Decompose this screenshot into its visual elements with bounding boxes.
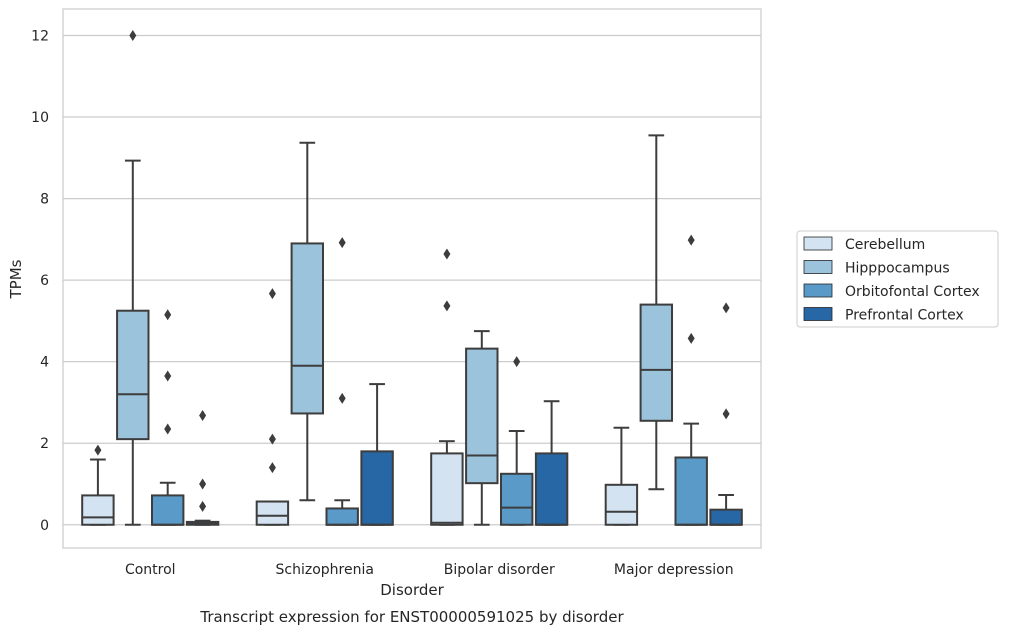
outlier-point bbox=[443, 300, 451, 312]
outlier-point bbox=[164, 423, 172, 435]
legend-frame bbox=[796, 230, 999, 328]
box bbox=[360, 450, 394, 526]
outlier-point bbox=[338, 237, 346, 249]
outlier-point bbox=[513, 356, 521, 368]
outlier-point bbox=[199, 409, 207, 421]
box-group bbox=[360, 383, 394, 526]
outlier-point bbox=[199, 500, 207, 512]
box bbox=[639, 303, 674, 422]
legend-item: Hipppocampus bbox=[803, 260, 950, 277]
x-tick-label: Major depression bbox=[614, 562, 734, 578]
box bbox=[290, 242, 325, 415]
outlier-point bbox=[687, 332, 695, 344]
box bbox=[465, 347, 499, 485]
box-group bbox=[499, 356, 534, 526]
y-tick-label: 12 bbox=[31, 29, 49, 45]
legend: Cerebellum Hipppocampus Orbitofontal Corte… bbox=[796, 230, 999, 328]
legend-swatch bbox=[803, 283, 833, 298]
legend-item: Prefrontal Cortex bbox=[803, 307, 964, 324]
box-group bbox=[185, 409, 220, 526]
outlier-point bbox=[129, 30, 137, 42]
legend-label: Cerebellum bbox=[845, 237, 925, 253]
box bbox=[430, 452, 464, 526]
x-axis-label: Disorder bbox=[380, 581, 444, 599]
y-tick-label: 6 bbox=[40, 273, 49, 289]
box bbox=[255, 500, 290, 526]
box bbox=[534, 452, 569, 526]
outlier-point bbox=[687, 234, 695, 246]
outlier-point bbox=[268, 462, 276, 474]
legend-item: Cerebellum bbox=[803, 236, 925, 253]
box bbox=[709, 508, 743, 526]
legend-item: Orbitofontal Cortex bbox=[803, 283, 980, 300]
outlier-point bbox=[268, 433, 276, 445]
outlier-point bbox=[722, 302, 730, 314]
box bbox=[325, 507, 359, 526]
box-group bbox=[325, 237, 359, 526]
box-group bbox=[604, 426, 639, 526]
x-tick-label: Schizophrenia bbox=[276, 562, 374, 578]
y-tick-label: 2 bbox=[40, 436, 49, 452]
box bbox=[499, 472, 534, 526]
box bbox=[604, 483, 639, 526]
box-group bbox=[116, 30, 150, 526]
legend-swatch bbox=[803, 307, 833, 321]
box-group bbox=[465, 330, 499, 526]
y-tick-label: 0 bbox=[40, 518, 49, 534]
legend-label: Prefrontal Cortex bbox=[845, 308, 964, 324]
legend-swatch bbox=[803, 236, 833, 251]
legend-label: Orbitofontal Cortex bbox=[845, 284, 980, 300]
box bbox=[81, 494, 115, 526]
legend-swatch bbox=[803, 260, 833, 274]
plot-area bbox=[63, 9, 761, 548]
chart-caption: Transcript expression for ENST0000059102… bbox=[199, 608, 624, 626]
box-group bbox=[674, 234, 708, 526]
legend-label: Hipppocampus bbox=[845, 261, 950, 277]
outlier-point bbox=[164, 309, 172, 321]
y-tick-labels: 0 2 4 6 8 10 12 bbox=[31, 29, 49, 534]
y-tick-label: 4 bbox=[40, 355, 49, 371]
box-group bbox=[430, 248, 464, 526]
x-tick-label: Bipolar disorder bbox=[444, 562, 555, 578]
outlier-point bbox=[94, 444, 102, 456]
x-tick-label: Control bbox=[125, 562, 176, 578]
plot-frame bbox=[62, 8, 762, 549]
box-group bbox=[534, 400, 569, 526]
y-tick-label: 8 bbox=[40, 192, 49, 208]
y-axis-label: TPMs bbox=[7, 259, 25, 299]
y-tick-label: 10 bbox=[31, 110, 49, 126]
box-plots bbox=[81, 30, 743, 526]
outlier-point bbox=[164, 370, 172, 382]
box-group bbox=[81, 444, 115, 526]
outlier-point bbox=[268, 288, 276, 300]
box bbox=[116, 309, 150, 441]
outlier-point bbox=[443, 248, 451, 260]
box-group bbox=[150, 309, 185, 526]
box bbox=[674, 456, 708, 526]
box-group bbox=[255, 288, 290, 526]
box bbox=[150, 494, 185, 526]
box-group bbox=[290, 141, 325, 502]
box-group bbox=[639, 134, 674, 491]
outlier-point bbox=[338, 392, 346, 404]
outlier-point bbox=[722, 408, 730, 420]
x-tick-labels: Control Schizophrenia Bipolar disorder Majo… bbox=[125, 562, 734, 578]
outlier-point bbox=[199, 478, 207, 490]
box-group bbox=[709, 302, 743, 526]
